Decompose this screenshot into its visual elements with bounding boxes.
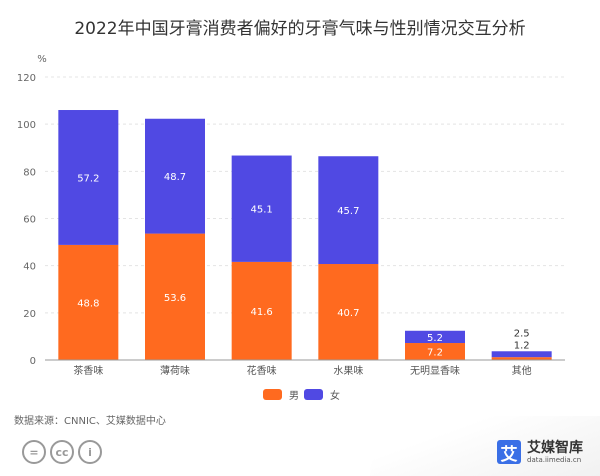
chart-title: 2022年中国牙膏消费者偏好的牙膏气味与性别情况交互分析 <box>74 19 526 39</box>
logo-mark: 艾 <box>497 440 521 465</box>
logo: 艾 艾媒智库 data.iimedia.cn <box>497 439 583 465</box>
data-label: 48.7 <box>164 172 186 183</box>
x-tick-label: 薄荷味 <box>160 364 190 377</box>
y-tick-label: 60 <box>23 215 36 226</box>
data-label: 48.8 <box>77 298 99 309</box>
x-tick-label: 水果味 <box>333 365 363 377</box>
y-tick-label: 120 <box>17 73 36 84</box>
legend-swatch <box>263 389 282 400</box>
bar-女 <box>491 351 552 358</box>
bar-女 <box>145 118 205 234</box>
license-icons: = cc i <box>22 440 102 464</box>
legend-swatch <box>304 389 323 400</box>
x-tick-label: 无明显香味 <box>410 365 460 377</box>
y-tick-label: 20 <box>23 309 36 320</box>
nd-icon: = <box>22 440 46 464</box>
legend-label: 女 <box>330 389 340 402</box>
bar-男 <box>405 343 465 360</box>
x-tick-label: 花香味 <box>247 364 277 377</box>
legend-label: 男 <box>289 390 299 402</box>
data-label: 57.2 <box>77 173 99 184</box>
y-axis-unit: % <box>37 54 47 65</box>
data-label: 53.6 <box>164 293 186 304</box>
cc-icon: cc <box>50 440 74 464</box>
bar-男 <box>58 244 119 360</box>
logo-url: data.iimedia.cn <box>527 455 582 464</box>
bar-女 <box>58 110 119 245</box>
data-label: 45.7 <box>337 206 359 217</box>
data-label: 1.2 <box>514 340 530 351</box>
y-tick-label: 80 <box>23 167 36 178</box>
bar-男 <box>491 357 552 360</box>
data-label: 7.2 <box>427 348 443 359</box>
bar-男 <box>231 261 292 360</box>
y-tick-label: 100 <box>17 120 36 131</box>
y-tick-label: 0 <box>30 356 36 367</box>
data-label: 45.1 <box>251 205 273 216</box>
bar-女 <box>231 155 292 262</box>
bar-男 <box>145 233 205 360</box>
data-label: 40.7 <box>337 308 359 319</box>
data-label: 5.2 <box>427 333 443 344</box>
data-source: 数据来源：CNNIC、艾媒数据中心 <box>14 416 166 427</box>
logo-name: 艾媒智库 <box>527 439 583 456</box>
by-icon: i <box>78 440 102 464</box>
watermark-bg <box>370 416 600 476</box>
bar-女 <box>405 330 465 344</box>
data-label: 41.6 <box>251 307 273 318</box>
bar-女 <box>318 156 379 265</box>
data-label: 2.5 <box>514 328 530 339</box>
x-tick-label: 其他 <box>512 364 532 377</box>
y-tick-label: 40 <box>23 262 36 273</box>
bar-男 <box>318 264 379 360</box>
x-tick-label: 茶香味 <box>73 364 103 377</box>
